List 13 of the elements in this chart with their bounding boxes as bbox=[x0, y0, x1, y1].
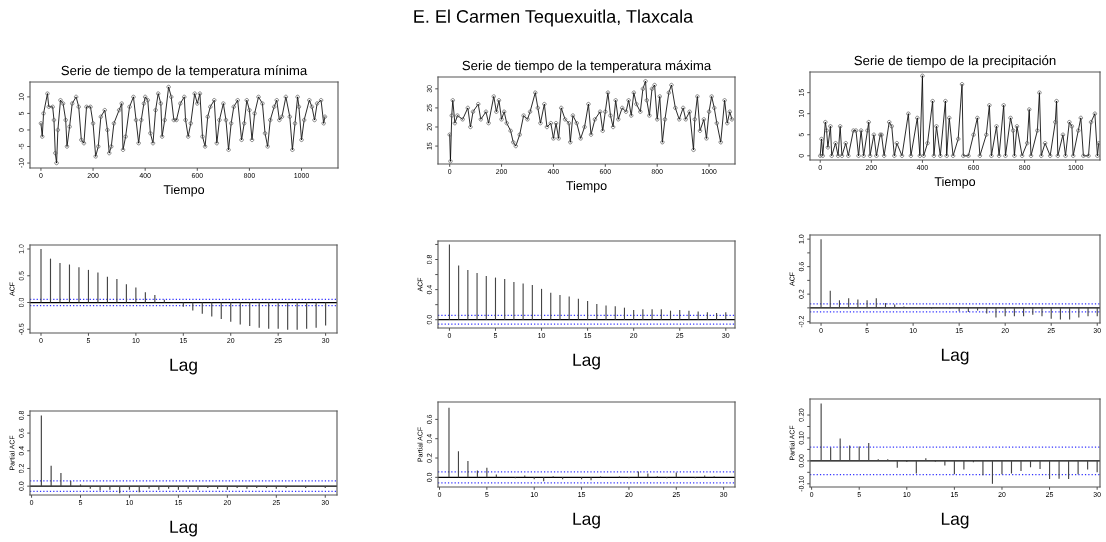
chart-title: Serie de tiempo de la temperatura máxima bbox=[462, 60, 712, 73]
x-axis-title: Lag bbox=[573, 512, 600, 529]
x-axis-title: Lag bbox=[573, 353, 600, 370]
x-axis-title: Tiempo bbox=[934, 176, 976, 189]
x-axis-title: Tiempo bbox=[163, 184, 205, 197]
x-axis-title: Lag bbox=[941, 348, 969, 365]
chart-title: Serie de tiempo de la precipitación bbox=[854, 55, 1056, 68]
x-axis-title: Lag bbox=[170, 520, 197, 537]
chart-title: Serie de tiempo de la temperatura mínima bbox=[61, 65, 308, 78]
x-axis-title: Tiempo bbox=[566, 180, 607, 193]
x-axis-title: Lag bbox=[170, 358, 197, 375]
x-axis-title: Lag bbox=[941, 512, 969, 529]
text: E. El Carmen Tequexuitla, Tlaxcala bbox=[414, 9, 694, 27]
